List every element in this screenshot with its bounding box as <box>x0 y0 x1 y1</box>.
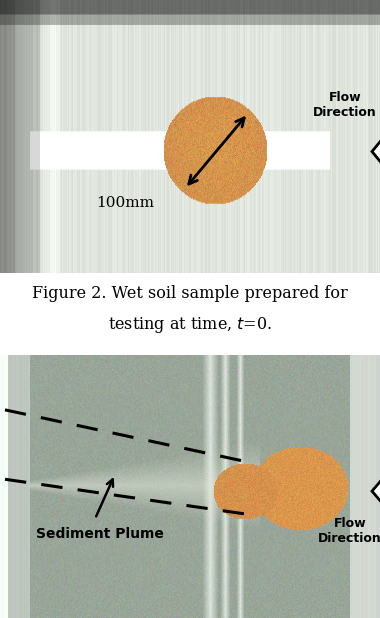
Text: Figure 2. Wet soil sample prepared for: Figure 2. Wet soil sample prepared for <box>32 285 348 302</box>
Text: Sediment Plume: Sediment Plume <box>36 527 164 541</box>
Polygon shape <box>372 125 380 179</box>
Text: Flow
Direction: Flow Direction <box>318 517 380 545</box>
Text: Flow
Direction: Flow Direction <box>313 91 377 119</box>
Text: 100mm: 100mm <box>96 196 154 210</box>
Text: testing at time, $t$=0.: testing at time, $t$=0. <box>108 315 272 336</box>
Polygon shape <box>372 465 380 517</box>
